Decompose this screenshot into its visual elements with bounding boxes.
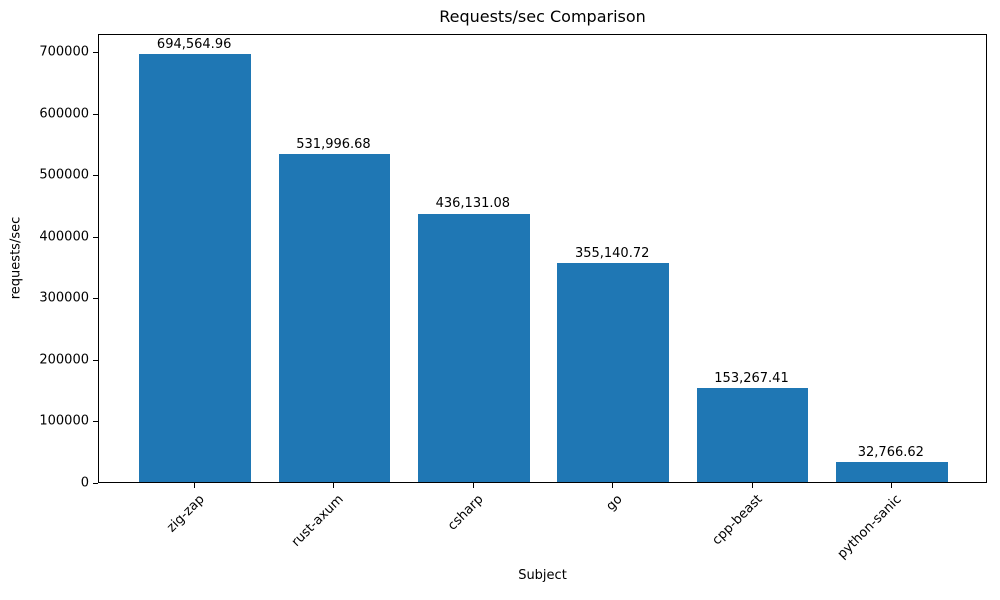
bar-value-label: 694,564.96 xyxy=(156,37,232,53)
bar-value-label: 32,766.62 xyxy=(857,444,924,460)
bar-rust-axum xyxy=(278,154,391,482)
x-tick-label-csharp: csharp xyxy=(444,492,487,534)
plot-area xyxy=(98,34,987,483)
chart-title: Requests/sec Comparison xyxy=(439,7,646,26)
y-tick-label: 200000 xyxy=(39,352,89,368)
y-tick-mark xyxy=(93,236,98,238)
bar-cpp-beast xyxy=(696,387,809,482)
y-tick-mark xyxy=(93,113,98,115)
x-tick-mark xyxy=(194,483,196,488)
y-tick-label: 300000 xyxy=(39,290,89,306)
bar-value-label: 153,267.41 xyxy=(714,370,789,386)
bar-csharp xyxy=(418,213,530,482)
x-tick-mark xyxy=(751,483,753,488)
y-tick-mark xyxy=(93,175,98,177)
y-tick-mark xyxy=(93,298,98,300)
x-axis-label: Subject xyxy=(518,568,567,583)
y-tick-mark xyxy=(93,359,98,361)
y-tick-label: 600000 xyxy=(39,106,89,122)
x-tick-mark xyxy=(612,483,614,488)
y-tick-mark xyxy=(93,483,98,484)
y-tick-mark xyxy=(93,421,98,423)
y-tick-label: 700000 xyxy=(39,44,89,60)
y-tick-mark xyxy=(93,52,98,54)
bar-python-sanic xyxy=(836,461,948,482)
x-tick-label-go: go xyxy=(603,492,626,515)
y-tick-label: 100000 xyxy=(39,413,89,429)
x-tick-label-cpp-beast: cpp-beast xyxy=(708,492,766,549)
x-tick-mark xyxy=(472,483,474,488)
x-tick-mark xyxy=(333,483,335,488)
x-tick-mark xyxy=(890,483,892,488)
x-tick-label-python-sanic: python-sanic xyxy=(834,492,905,562)
bar-go xyxy=(557,263,669,482)
y-tick-label: 0 xyxy=(80,475,89,491)
x-tick-label-rust-axum: rust-axum xyxy=(289,492,348,550)
bar-value-label: 355,140.72 xyxy=(574,246,650,262)
bar-value-label: 436,131.08 xyxy=(435,196,511,212)
bar-value-label: 531,996.68 xyxy=(296,137,371,153)
y-tick-label: 400000 xyxy=(39,229,89,245)
y-tick-label: 500000 xyxy=(39,167,89,183)
x-tick-label-zig-zap: zig-zap xyxy=(164,492,208,536)
bar-zig-zap xyxy=(139,54,251,482)
